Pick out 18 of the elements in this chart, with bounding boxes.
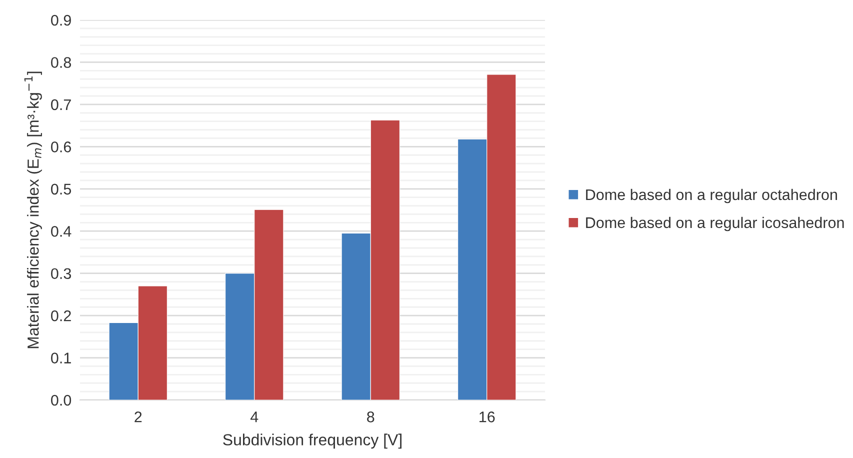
y-tick-label: 0.2 — [51, 310, 71, 322]
x-tick-label: 4 — [250, 412, 258, 422]
y-tick-label: 0.5 — [51, 184, 72, 195]
legend-label: Dome based on a regular octahedron — [586, 188, 837, 204]
y-tick-label: 0.1 — [51, 352, 71, 364]
y-tick-label: 0.4 — [51, 226, 72, 237]
x-tick-label: 2 — [134, 412, 142, 422]
y-tick-label: 0.9 — [51, 14, 71, 26]
y-tick-label: 0.0 — [51, 394, 72, 406]
y-tick-label: 0.7 — [51, 99, 71, 110]
legend-label: Dome based on a regular icosahedron — [586, 216, 844, 232]
x-tick-label: 8 — [367, 412, 374, 422]
x-axis-title: Subdivision frequency [V] — [223, 434, 402, 449]
y-axis-title: Material efficiency index (E$_{m}$) [m³·kg$^{−1}$] — [24, 72, 42, 348]
x-tick-label: 16 — [480, 412, 495, 422]
y-tick-label: 0.3 — [51, 268, 71, 280]
y-tick-label: 0.8 — [51, 57, 72, 68]
y-tick-label: 0.6 — [51, 142, 71, 152]
